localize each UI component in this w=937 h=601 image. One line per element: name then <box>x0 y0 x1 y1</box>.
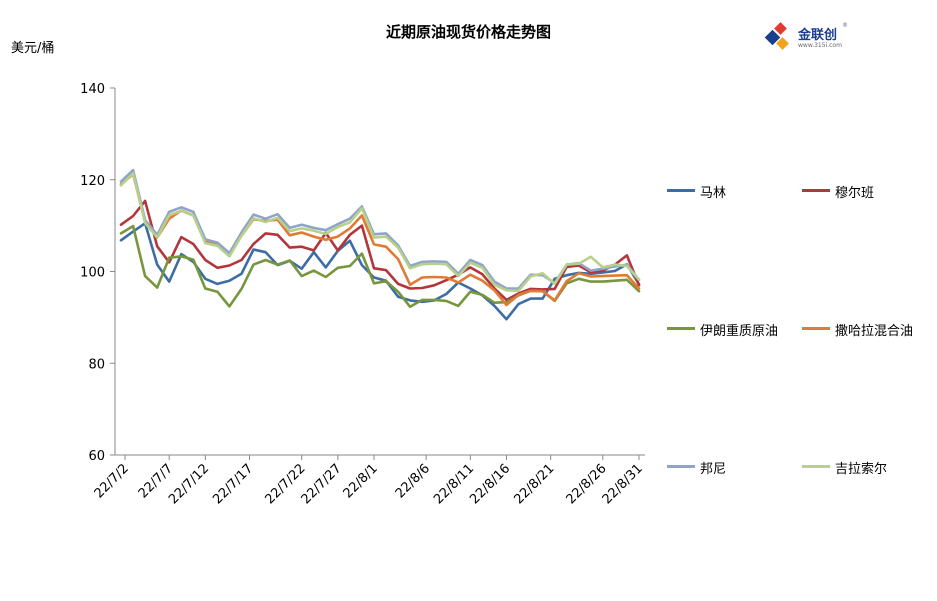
legend-label: 邦尼 <box>700 462 727 477</box>
y-tick-label: 140 <box>80 82 105 97</box>
legend-swatch <box>802 327 830 330</box>
legend-label: 马林 <box>700 186 727 201</box>
legend-label: 撒哈拉混合油 <box>835 324 914 339</box>
logo-mark-icon <box>764 22 789 50</box>
y-tick-label: 80 <box>88 357 105 372</box>
legend-swatch <box>802 465 830 468</box>
y-axis-unit: 美元/桶 <box>11 41 55 56</box>
x-tick-label: 22/7/2 <box>92 461 132 501</box>
series-line-5 <box>119 172 641 293</box>
y-tick-label: 60 <box>88 449 105 464</box>
logo-registered-mark: ® <box>842 22 848 29</box>
legend-label: 穆尔班 <box>835 186 875 201</box>
x-tick-label: 22/8/31 <box>600 461 646 507</box>
x-tick-label: 22/8/1 <box>341 461 381 501</box>
x-tick-label: 22/7/17 <box>210 461 256 507</box>
x-tick-label: 22/8/21 <box>511 461 557 507</box>
legend-label: 伊朗重质原油 <box>700 324 779 339</box>
logo-url: www.315i.com <box>798 42 842 49</box>
legend-swatch <box>667 189 695 192</box>
series-line-3 <box>119 172 641 307</box>
x-tick-label: 22/8/6 <box>393 461 433 501</box>
company-logo: 金联创 ® www.315i.com <box>764 22 854 56</box>
series-line-1 <box>119 199 641 302</box>
chart-title: 近期原油现货价格走势图 <box>385 23 551 41</box>
legend-swatch <box>802 189 830 192</box>
legend-label: 吉拉索尔 <box>835 462 888 477</box>
x-tick-label: 22/7/27 <box>299 461 345 507</box>
legend-swatch <box>667 327 695 330</box>
y-tick-label: 100 <box>80 266 105 281</box>
y-tick-label: 120 <box>80 174 105 189</box>
legend-swatch <box>667 465 695 468</box>
x-tick-label: 22/8/16 <box>467 461 513 507</box>
x-tick-label: 22/7/12 <box>166 461 212 507</box>
logo-name: 金联创 <box>798 28 838 43</box>
